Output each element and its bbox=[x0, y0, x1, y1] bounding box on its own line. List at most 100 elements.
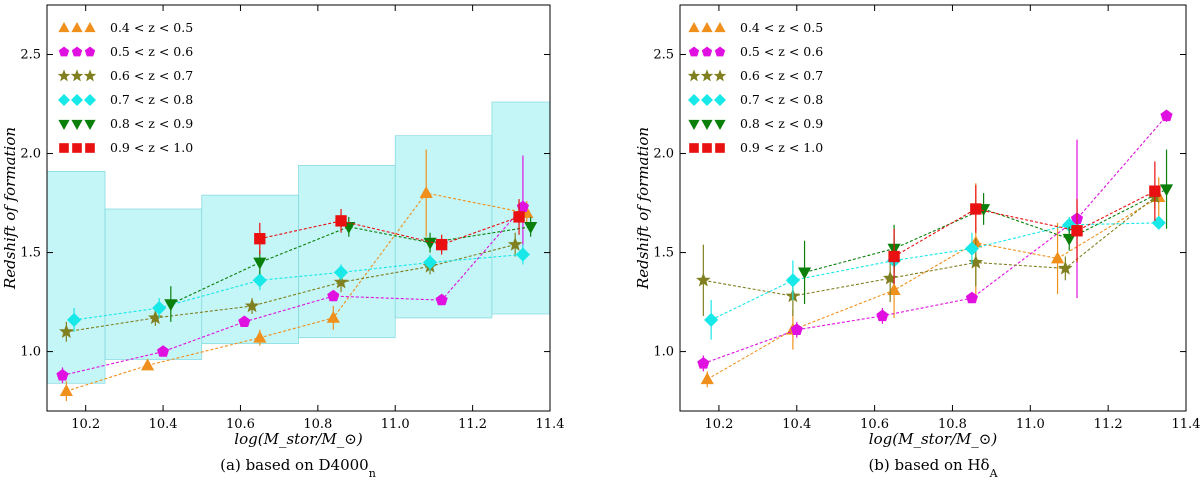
x-axis-label: log(M_stor/M_⊙) bbox=[869, 430, 998, 448]
x-tick-label: 10.8 bbox=[938, 417, 967, 432]
legend-entry: 0.4 < z < 0.5 bbox=[688, 20, 823, 35]
legend-marker bbox=[83, 93, 97, 107]
legend-marker bbox=[714, 46, 726, 57]
panel-a: 10.2 10.4 10.6 10.8 11.0 11.2 11.4 1.0 1.5 2.0 2.5… bbox=[1, 4, 564, 480]
legend: 0.4 < z < 0.5 0.5 < z < 0.6 0.6 < z < 0.7 0… bbox=[687, 20, 823, 155]
data-layer bbox=[696, 109, 1174, 388]
legend-marker bbox=[58, 21, 70, 33]
y-tick-label: 2.5 bbox=[653, 48, 674, 63]
x-tick-label: 11.2 bbox=[1094, 417, 1123, 432]
series-line bbox=[706, 196, 1160, 380]
legend-label: 0.6 < z < 0.7 bbox=[740, 68, 823, 83]
legend-marker bbox=[700, 69, 714, 82]
legend-label: 0.4 < z < 0.5 bbox=[110, 20, 193, 35]
shaded-bin-2 bbox=[201, 194, 299, 345]
x-tick-label: 11.0 bbox=[1016, 417, 1045, 432]
caption-subscript: A bbox=[989, 467, 999, 480]
x-tick-label: 11.4 bbox=[1172, 417, 1200, 432]
data-point bbox=[696, 272, 711, 287]
data-point bbox=[333, 265, 349, 280]
data-point bbox=[968, 254, 984, 269]
legend-entry: 0.5 < z < 0.6 bbox=[58, 44, 193, 59]
legend-marker bbox=[58, 119, 70, 131]
data-point bbox=[515, 247, 530, 262]
data-point bbox=[507, 237, 523, 251]
data-point bbox=[887, 283, 901, 296]
x-tick-label: 10.4 bbox=[782, 417, 811, 432]
legend-marker bbox=[700, 93, 714, 107]
shaded-bin-5 bbox=[491, 101, 550, 315]
data-point bbox=[1058, 260, 1073, 275]
data-point bbox=[1071, 225, 1083, 237]
legend-marker bbox=[701, 21, 713, 33]
plot-frame bbox=[46, 4, 551, 412]
x-tick-label: 11.0 bbox=[381, 417, 410, 432]
legend-marker bbox=[59, 143, 69, 153]
data-point bbox=[327, 289, 340, 302]
legend-entry: 0.9 < z < 1.0 bbox=[59, 140, 193, 155]
data-point bbox=[422, 255, 438, 270]
data-point bbox=[59, 324, 74, 338]
shaded-bin-1 bbox=[104, 208, 203, 360]
legend-marker bbox=[70, 93, 84, 107]
legend-marker bbox=[689, 143, 699, 153]
series-line bbox=[62, 206, 524, 376]
data-point bbox=[252, 273, 267, 288]
data-point bbox=[965, 291, 978, 304]
x-tick-label: 10.2 bbox=[71, 417, 100, 432]
legend-marker bbox=[701, 119, 713, 131]
data-point bbox=[970, 203, 982, 215]
legend-marker bbox=[715, 143, 725, 153]
y-tick-label: 2.5 bbox=[20, 48, 41, 63]
legend-marker bbox=[85, 143, 95, 153]
data-point bbox=[697, 357, 710, 369]
legend-marker bbox=[71, 21, 83, 33]
data-point bbox=[1050, 251, 1065, 264]
legend-marker bbox=[713, 93, 727, 107]
data-point bbox=[435, 238, 448, 251]
data-point bbox=[244, 298, 260, 313]
legend-marker bbox=[713, 69, 727, 82]
legend-label: 0.5 < z < 0.6 bbox=[110, 44, 193, 59]
legend-marker bbox=[702, 143, 712, 153]
legend-marker bbox=[688, 119, 700, 131]
legend-entry: 0.6 < z < 0.7 bbox=[57, 68, 193, 83]
series-line bbox=[259, 216, 520, 246]
shaded-bin-4 bbox=[394, 135, 493, 319]
series-line bbox=[66, 244, 516, 333]
data-point bbox=[1160, 109, 1173, 122]
series-line bbox=[893, 190, 1156, 257]
legend-marker bbox=[714, 21, 726, 33]
data-point bbox=[790, 323, 803, 335]
legend-marker bbox=[83, 69, 97, 82]
data-point bbox=[152, 300, 167, 316]
x-tick-label: 10.2 bbox=[704, 417, 733, 432]
x-tick-label: 10.8 bbox=[303, 417, 332, 432]
panel-caption: (a) based on D4000n bbox=[220, 456, 376, 480]
legend: 0.4 < z < 0.5 0.5 < z < 0.6 0.6 < z < 0.7 0… bbox=[57, 20, 193, 155]
y-tick-label: 2.0 bbox=[653, 147, 674, 162]
series-line bbox=[66, 192, 527, 392]
legend-entry: 0.9 < z < 1.0 bbox=[689, 140, 823, 155]
series-5 bbox=[254, 199, 525, 255]
legend-entry: 0.7 < z < 0.8 bbox=[687, 92, 823, 107]
legend-marker bbox=[57, 93, 71, 107]
data-point bbox=[253, 330, 267, 343]
x-axis-label: log(M_stor/M_⊙) bbox=[234, 430, 363, 448]
legend-marker bbox=[71, 119, 83, 131]
legend-marker bbox=[714, 119, 726, 131]
legend-marker bbox=[84, 21, 96, 33]
legend-entry: 0.8 < z < 0.9 bbox=[58, 116, 193, 131]
legend-entry: 0.5 < z < 0.6 bbox=[688, 44, 823, 59]
data-point bbox=[1151, 215, 1166, 230]
series-line bbox=[170, 226, 531, 305]
legend-label: 0.8 < z < 0.9 bbox=[110, 116, 193, 131]
y-axis-label: Redshift of formation bbox=[1, 127, 19, 290]
data-point bbox=[157, 345, 170, 357]
legend-label: 0.7 < z < 0.8 bbox=[110, 92, 193, 107]
shaded-bin-0 bbox=[47, 171, 106, 384]
y-tick-label: 1.0 bbox=[20, 345, 41, 360]
legend-marker bbox=[687, 93, 701, 107]
legend-marker bbox=[71, 46, 83, 57]
